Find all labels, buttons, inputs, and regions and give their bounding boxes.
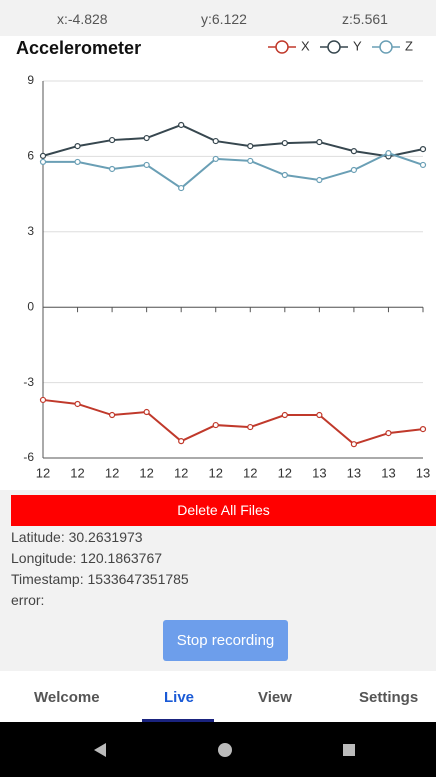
x-tick-label: 13	[381, 465, 395, 480]
point	[108, 136, 116, 144]
longitude: Longitude: 120.1863767	[11, 550, 163, 566]
x-reading: x:-4.828	[57, 11, 108, 27]
point	[212, 137, 219, 145]
y-reading: y:6.122	[201, 11, 247, 27]
stop-button[interactable]: Stop recording	[163, 620, 288, 661]
point	[212, 155, 219, 163]
point	[419, 425, 427, 433]
z-reading: z:5.561	[342, 11, 388, 27]
home-button[interactable]	[218, 743, 232, 757]
point	[385, 430, 392, 437]
point	[178, 184, 185, 192]
y-tick-label: 3	[27, 224, 34, 238]
point	[178, 121, 185, 129]
legend-marker	[379, 40, 393, 54]
y-tick-label: 0	[27, 299, 34, 313]
x-tick-label: 12	[70, 465, 84, 480]
point	[316, 411, 323, 419]
x-tick-label: 12	[278, 465, 292, 480]
latitude: Latitude: 30.2631973	[11, 529, 143, 545]
chart: Accelerometer -6 -3 0 3 6 9 12 12 12 12 12 12 12 12 13…	[0, 36, 436, 490]
series-line	[43, 152, 424, 190]
point	[143, 134, 150, 142]
y-tick-label: 6	[27, 149, 34, 163]
point	[247, 142, 254, 150]
legend-label: Z	[405, 38, 413, 53]
series-line	[42, 123, 424, 158]
point	[419, 146, 427, 153]
series-line	[42, 398, 424, 446]
point	[247, 423, 254, 431]
x-tick-label: 13	[416, 465, 430, 480]
point	[385, 150, 392, 157]
x-tick-label: 13	[347, 465, 361, 480]
system-nav	[0, 722, 436, 777]
legend-marker	[275, 40, 289, 54]
point	[39, 158, 47, 166]
tab[interactable]: Settings	[359, 689, 419, 706]
back-button[interactable]	[94, 743, 106, 757]
point	[350, 166, 358, 174]
legend-marker	[327, 40, 341, 54]
point	[143, 161, 150, 169]
point	[316, 138, 323, 146]
point	[74, 142, 81, 150]
point	[350, 148, 358, 155]
tab[interactable]: Welcome	[34, 689, 100, 706]
x-tick-label: 12	[243, 465, 257, 480]
point	[178, 438, 185, 445]
status-bar: x:-4.828 y:6.122 z:5.561	[0, 0, 436, 36]
point	[74, 158, 81, 166]
x-tick-label: 13	[312, 465, 326, 480]
tab[interactable]: View	[258, 689, 292, 706]
tab-indicator	[142, 719, 214, 722]
point	[316, 176, 323, 184]
y-tick-label: 9	[27, 73, 34, 87]
point	[143, 408, 150, 416]
delete-button[interactable]: Delete All Files	[11, 495, 436, 526]
tab[interactable]: Live	[164, 689, 195, 706]
recents-button[interactable]	[343, 744, 355, 756]
x-tick-label: 12	[139, 465, 153, 480]
point	[281, 171, 288, 179]
point	[108, 165, 116, 173]
point	[247, 157, 254, 165]
point	[212, 421, 219, 429]
point	[39, 396, 47, 404]
x-tick-label: 12	[208, 465, 222, 480]
chart-title: Accelerometer	[16, 38, 141, 58]
point	[281, 139, 288, 147]
y-tick-label: -6	[23, 450, 34, 464]
x-tick-label: 12	[36, 465, 50, 480]
chart-background	[0, 36, 436, 490]
point	[108, 411, 116, 419]
point	[39, 152, 47, 159]
error: error:	[11, 592, 45, 608]
point	[74, 400, 81, 408]
legend-label: Y	[353, 38, 362, 53]
point	[350, 441, 358, 448]
point	[281, 411, 288, 419]
timestamp: Timestamp: 1533647351785	[11, 571, 189, 587]
x-tick-label: 12	[174, 465, 188, 480]
point	[419, 161, 427, 169]
tab-bar: Welcome Live View Settings	[0, 671, 436, 722]
y-tick-label: -3	[23, 375, 34, 389]
legend-label: X	[301, 38, 310, 53]
x-tick-label: 12	[105, 465, 119, 480]
